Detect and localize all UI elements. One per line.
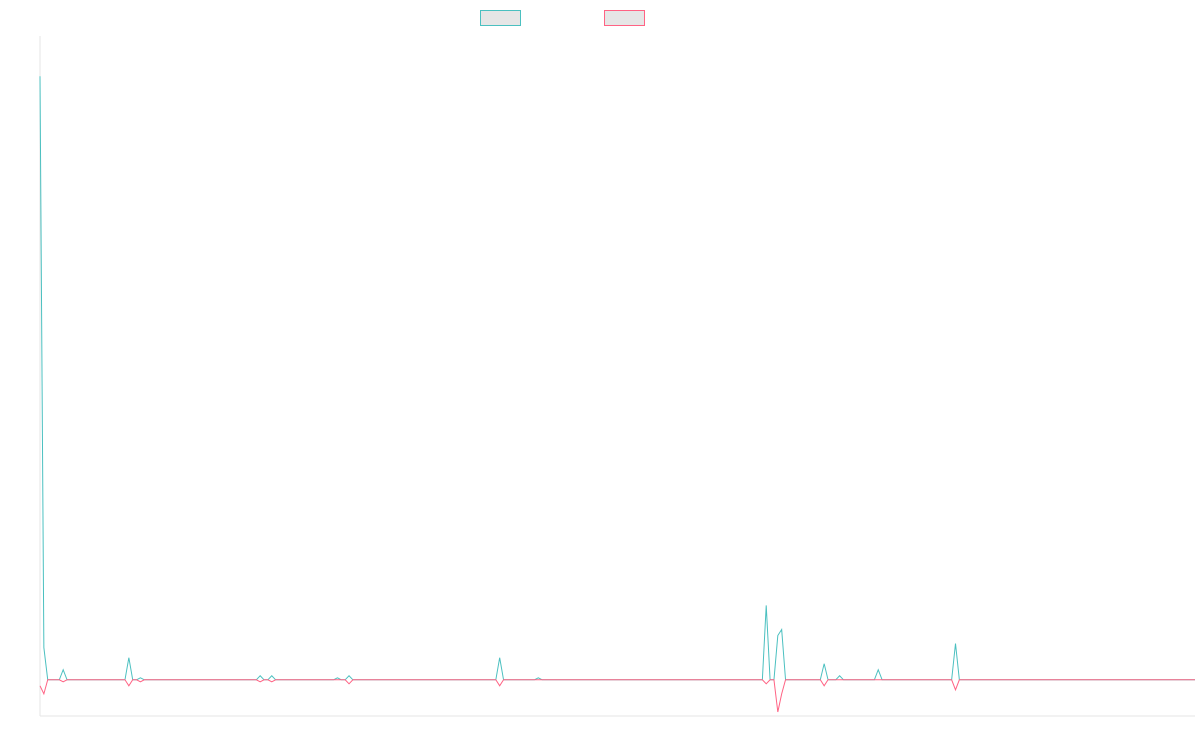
legend-item <box>480 10 521 26</box>
legend-swatch <box>480 10 521 26</box>
legend <box>480 10 645 26</box>
axes <box>39 36 1195 717</box>
series-line <box>39 76 1195 681</box>
series-1 <box>39 76 1195 681</box>
series-2 <box>39 679 1195 713</box>
legend-item <box>604 10 645 26</box>
series-layer <box>39 76 1195 713</box>
legend-swatch <box>604 10 645 26</box>
series-line <box>39 679 1195 713</box>
